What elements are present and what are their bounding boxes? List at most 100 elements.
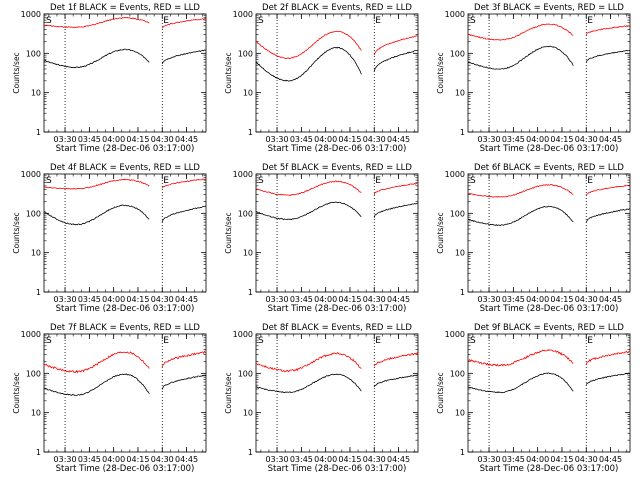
panel1-xtick-label: 04:45 [175, 135, 198, 144]
panel4-series-events-after-gap [161, 205, 207, 223]
panel9-series-lld-before-gap [467, 349, 574, 367]
panel4-ytick-label: 100 [26, 209, 41, 218]
panel7-ytick-label: 10 [31, 409, 41, 418]
panel5-plot-frame [255, 173, 419, 293]
panel3-series-events-after-gap [585, 49, 631, 63]
panel5-marker-end: E [375, 176, 381, 186]
panel4-marker-start: S [46, 176, 52, 186]
panel1-title: Det 1f BLACK = Events, RED = LLD [50, 3, 200, 13]
panel3-ytick-label: 1000 [445, 10, 465, 19]
panel1-xtick-label: 04:15 [126, 135, 149, 144]
panel7-ytick-label: 1000 [21, 330, 41, 339]
panel5-xtick-label: 04:00 [314, 295, 337, 304]
panel8-series-events-before-gap [255, 373, 362, 393]
panel6-series-events-before-gap [467, 205, 574, 227]
panel7-series-events-after-gap [161, 374, 207, 390]
panel4-xtick-label: 03:45 [78, 295, 101, 304]
panel9-ytick-label: 1000 [445, 330, 465, 339]
panel4-series-events-before-gap [43, 204, 150, 226]
panel2-xtick-label: 04:15 [338, 135, 361, 144]
panel5-ytick-label: 1 [248, 288, 253, 297]
panel4-title: Det 4f BLACK = Events, RED = LLD [50, 163, 200, 173]
panel8-series-lld-after-gap [373, 351, 419, 367]
panel4-ytick-label: 1 [36, 288, 41, 297]
panel7-plot-frame [43, 333, 207, 453]
panel6-xtick-label: 04:30 [575, 295, 598, 304]
panel5-series-events-before-gap [255, 201, 362, 221]
panel3-xtick-label: 04:45 [599, 135, 622, 144]
panel5-series-events-after-gap [373, 202, 419, 218]
panel2-series-lld-before-gap [255, 30, 362, 60]
panel5-title: Det 5f BLACK = Events, RED = LLD [262, 163, 412, 173]
panel8-title: Det 8f BLACK = Events, RED = LLD [262, 323, 412, 333]
panel8-series-events-after-gap [373, 374, 419, 388]
panel7-title: Det 7f BLACK = Events, RED = LLD [50, 323, 200, 333]
panel6-x-axis-label: Start Time (28-Dec-06 03:17:00) [480, 304, 619, 314]
panel8-xtick-label: 03:45 [290, 455, 313, 464]
panel8-ytick-label: 1 [248, 448, 253, 457]
panel1-ytick-label: 1000 [21, 10, 41, 19]
panel6-marker-end: E [587, 176, 593, 186]
panel6-series-lld-after-gap [585, 184, 631, 196]
panel5-x-axis-label: Start Time (28-Dec-06 03:17:00) [268, 304, 407, 314]
panel7-x-axis-label: Start Time (28-Dec-06 03:17:00) [56, 464, 195, 474]
panel1-xtick-label: 04:30 [151, 135, 174, 144]
panel6-xtick-label: 04:15 [550, 295, 573, 304]
panel9-series-events-after-gap [585, 372, 631, 385]
panel3-series-lld-after-gap [585, 25, 631, 36]
panel7-marker-end: E [163, 336, 169, 346]
panel8-y-axis-label: Counts/sec [224, 372, 233, 413]
panel1-ytick-label: 100 [26, 49, 41, 58]
panel6-ytick-label: 1000 [445, 170, 465, 179]
panel1-xtick-label: 03:45 [78, 135, 101, 144]
panel6-xtick-label: 04:00 [526, 295, 549, 304]
panel9-series-events-before-gap [467, 372, 574, 394]
panel5-xtick-label: 04:15 [338, 295, 361, 304]
panel7-xtick-label: 03:30 [54, 455, 77, 464]
panel7-ytick-label: 1 [36, 448, 41, 457]
panel4-y-axis-label: Counts/sec [12, 212, 21, 253]
panel1-ytick-label: 10 [31, 89, 41, 98]
panel5-marker-start: S [258, 176, 264, 186]
panel2-series-events-after-gap [373, 49, 419, 72]
panel9-y-axis-label: Counts/sec [436, 372, 445, 413]
panel3-title: Det 3f BLACK = Events, RED = LLD [474, 3, 624, 13]
panel6-series-lld-before-gap [467, 184, 574, 198]
panel1-series-lld-after-gap [161, 17, 207, 29]
panel2-ytick-label: 10 [243, 89, 253, 98]
panel1-plot-frame [43, 13, 207, 133]
panel4-xtick-label: 04:45 [175, 295, 198, 304]
panel9-plot-frame [467, 333, 631, 453]
panel7-xtick-label: 03:45 [78, 455, 101, 464]
panel1-ytick-label: 1 [36, 128, 41, 137]
panel6-y-axis-label: Counts/sec [436, 212, 445, 253]
panel5-xtick-label: 04:30 [363, 295, 386, 304]
panel8-xtick-label: 04:45 [387, 455, 410, 464]
panel6-ytick-label: 100 [450, 209, 465, 218]
panel4-plot-frame [43, 173, 207, 293]
panel3-xtick-label: 03:45 [502, 135, 525, 144]
panel9-xtick-label: 04:30 [575, 455, 598, 464]
panel9-ytick-label: 100 [450, 369, 465, 378]
panel9-ytick-label: 1 [460, 448, 465, 457]
panel6-series-events-after-gap [585, 208, 631, 223]
panel4-xtick-label: 04:00 [102, 295, 125, 304]
panel3-x-axis-label: Start Time (28-Dec-06 03:17:00) [480, 144, 619, 154]
panel5-y-axis-label: Counts/sec [224, 212, 233, 253]
panel2-series-lld-after-gap [373, 35, 419, 56]
panel1-x-axis-label: Start Time (28-Dec-06 03:17:00) [56, 144, 195, 154]
panel2-xtick-label: 04:30 [363, 135, 386, 144]
panel3-marker-end: E [587, 16, 593, 26]
panel8-series-lld-before-gap [255, 351, 362, 373]
panel8-ytick-label: 10 [243, 409, 253, 418]
panel1-series-lld-before-gap [43, 16, 150, 28]
panel7-y-axis-label: Counts/sec [12, 372, 21, 413]
panel2-xtick-label: 04:00 [314, 135, 337, 144]
panel1-marker-start: S [46, 16, 52, 26]
panel9-xtick-label: 04:15 [550, 455, 573, 464]
panel8-x-axis-label: Start Time (28-Dec-06 03:17:00) [268, 464, 407, 474]
panel8-ytick-label: 1000 [233, 330, 253, 339]
panel8-marker-end: E [375, 336, 381, 346]
panel3-plot-frame [467, 13, 631, 133]
panel2-marker-end: E [375, 16, 381, 26]
